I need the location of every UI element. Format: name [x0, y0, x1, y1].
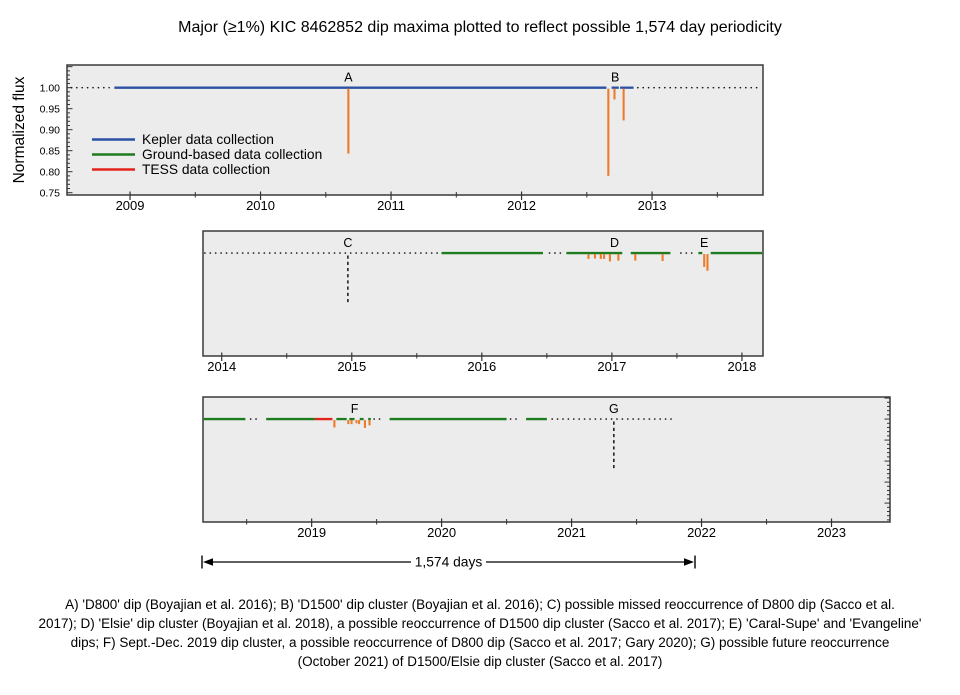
x-tick-label: 2015	[337, 359, 366, 374]
caption-line: 2017); D) 'Elsie' dip cluster (Boyajian …	[38, 616, 922, 631]
y-tick-label: 0.90	[40, 124, 61, 136]
x-tick-label: 2019	[297, 525, 326, 540]
caption-line: (October 2021) of D1500/Elsie dip cluste…	[297, 654, 663, 669]
arrowhead-left-icon	[203, 558, 213, 566]
panel-1: 2014 2015 2016 2017 2018 C D E	[202, 230, 764, 374]
y-tick-label: 0.85	[40, 145, 61, 157]
dip-label-B: B	[611, 71, 619, 85]
x-tick-label: 2016	[467, 359, 496, 374]
dip-label-E: E	[700, 236, 708, 250]
figure-caption: A) 'D800' dip (Boyajian et al. 2016); B)…	[0, 595, 960, 671]
x-tick-label: 2009	[116, 198, 145, 213]
x-tick-label: 2012	[507, 198, 536, 213]
caption-line: dips; F) Sept.-Dec. 2019 dip cluster, a …	[70, 635, 890, 650]
x-tick-label: 2014	[207, 359, 236, 374]
y-tick-label: 0.80	[40, 166, 61, 178]
x-tick-label: 2021	[557, 525, 586, 540]
x-tick-label: 2018	[727, 359, 756, 374]
legend-label: Kepler data collection	[142, 132, 274, 147]
x-tick-label: 2011	[377, 198, 405, 213]
x-tick-label: 2010	[246, 198, 275, 213]
periodicity-arrow-label: 1,574 days	[415, 555, 483, 570]
dip-label-D: D	[610, 236, 619, 250]
panel-frame	[202, 230, 764, 357]
periodicity-arrow: 1,574 days	[201, 555, 696, 570]
page-title: Major (≥1%) KIC 8462852 dip maxima plott…	[178, 19, 782, 36]
panel-frame	[202, 396, 891, 523]
x-tick-label: 2017	[597, 359, 626, 374]
x-tick-label: 2020	[427, 525, 456, 540]
periodicity-chart: 1.00 0.95 0.90 0.85 0.80 0.75 2009 2010 2011 2012…	[11, 64, 891, 570]
x-tick-label: 2023	[817, 525, 846, 540]
x-tick-label: 2022	[687, 525, 716, 540]
x-tick-label: 2013	[638, 198, 667, 213]
dip-label-A: A	[344, 71, 353, 85]
y-tick-label: 1.00	[40, 82, 61, 94]
y-axis-label: Normalized flux	[11, 76, 28, 183]
panel-2: 2019 2020 2021 2022 2023 F G	[202, 396, 891, 540]
dip-label-G: G	[609, 402, 619, 416]
y-tick-label: 0.95	[40, 103, 61, 115]
dip-label-C: C	[343, 236, 352, 250]
caption-line: A) 'D800' dip (Boyajian et al. 2016); B)…	[65, 597, 895, 612]
dip-label-F: F	[351, 402, 359, 416]
y-tick-label: 0.75	[40, 187, 61, 199]
legend-label: TESS data collection	[142, 162, 270, 177]
panel-0: 1.00 0.95 0.90 0.85 0.80 0.75 2009 2010 2011 2012…	[40, 64, 764, 213]
legend-label: Ground-based data collection	[142, 147, 322, 162]
arrowhead-right-icon	[684, 558, 694, 566]
